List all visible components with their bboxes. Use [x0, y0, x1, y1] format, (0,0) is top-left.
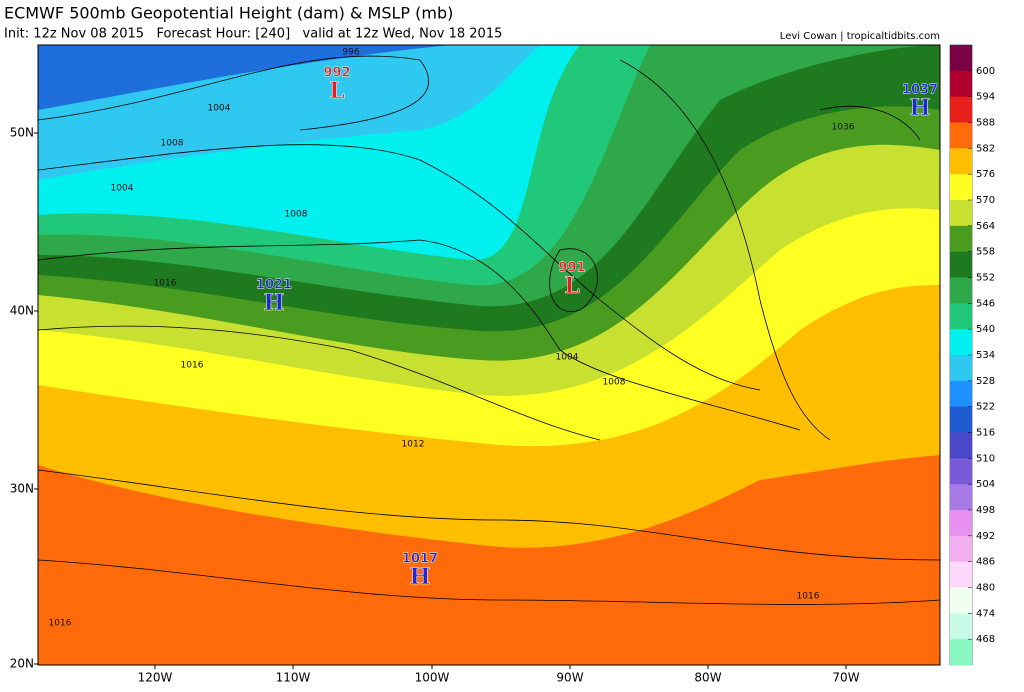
colorbar-label: 486	[976, 557, 995, 568]
colorbar-label: 546	[976, 298, 995, 309]
isobar-label: 1004	[556, 353, 579, 363]
lon-label: 100W	[415, 671, 450, 685]
center-letter: H	[264, 290, 285, 316]
lon-label: 110W	[276, 671, 311, 685]
map-frame	[37, 44, 941, 666]
center-value: 991	[558, 261, 585, 276]
colorbar-label: 582	[976, 143, 995, 154]
isobar-label: 1016	[181, 361, 204, 371]
colorbar-swatch	[950, 329, 972, 356]
isobar-label: 1016	[49, 619, 72, 629]
subtitle: Init: 12z Nov 08 2015 Forecast Hour: [24…	[4, 27, 502, 42]
isobar-label: 1016	[154, 279, 177, 289]
colorbar-label: 552	[976, 273, 995, 284]
credit: Levi Cowan | tropicaltidbits.com	[780, 31, 940, 42]
center-value: 992	[323, 66, 350, 81]
colorbar-label: 588	[976, 118, 995, 129]
lon-label: 120W	[138, 671, 173, 685]
isobar-label: 1004	[111, 184, 134, 194]
colorbar-label: 504	[976, 479, 995, 490]
lon-label: 70W	[832, 671, 859, 685]
colorbar-swatch	[950, 122, 972, 149]
lon-label: 90W	[556, 671, 583, 685]
colorbar-swatch	[950, 639, 972, 666]
colorbar-label: 564	[976, 221, 995, 232]
center-letter: H	[910, 95, 931, 121]
colorbar-swatch	[950, 251, 972, 278]
colorbar-swatch	[950, 200, 972, 227]
colorbar-swatch	[950, 458, 972, 485]
colorbar-label: 480	[976, 583, 995, 594]
map-field	[38, 45, 940, 665]
center-value: 1017	[402, 552, 438, 567]
colorbar-swatch	[950, 432, 972, 459]
center-letter: L	[329, 78, 344, 104]
colorbar-swatch	[950, 70, 972, 98]
colorbar-label: 540	[976, 324, 995, 335]
colorbar-swatch	[950, 561, 972, 588]
colorbar-swatch	[950, 174, 972, 201]
colorbar-swatch	[950, 355, 972, 382]
isobar-label: 1016	[797, 592, 820, 602]
colorbar-swatch	[950, 587, 972, 614]
colorbar-swatch	[950, 148, 972, 175]
isobar-label: 1008	[285, 210, 308, 220]
isobar-label: 1004	[208, 104, 231, 114]
colorbar-swatch	[950, 303, 972, 330]
colorbar-swatch	[950, 535, 972, 563]
isobar-label: 1008	[603, 378, 626, 388]
colorbar-label: 510	[976, 453, 995, 464]
colorbar-swatch	[950, 510, 972, 537]
center-letter: H	[410, 564, 431, 590]
title: ECMWF 500mb Geopotential Height (dam) & …	[4, 4, 453, 23]
colorbar-label: 534	[976, 350, 995, 361]
colorbar-label: 576	[976, 169, 995, 180]
colorbar-swatch	[950, 277, 972, 304]
band-582	[38, 455, 940, 665]
colorbar-label: 522	[976, 402, 995, 413]
center-value: 1021	[256, 278, 292, 293]
colorbar-swatch	[950, 613, 972, 640]
colorbar-label: 492	[976, 531, 995, 542]
isobar-label: 1036	[832, 123, 855, 133]
colorbar-label: 558	[976, 247, 995, 258]
isobar-label: 1012	[402, 440, 425, 450]
lat-label: 40N	[10, 304, 34, 318]
colorbar-label: 498	[976, 505, 995, 516]
colorbar-label: 528	[976, 376, 995, 387]
center-letter: L	[564, 273, 579, 299]
colorbar-swatch	[950, 45, 972, 72]
colorbar-label: 516	[976, 428, 995, 439]
lat-label: 20N	[10, 657, 34, 671]
isobars	[38, 55, 940, 605]
colorbar-label: 570	[976, 195, 995, 206]
colorbar-swatch	[950, 406, 972, 433]
isobar-label: 1008	[161, 139, 184, 149]
lat-label: 30N	[10, 482, 34, 496]
colorbar-swatch	[950, 225, 972, 253]
lat-label: 50N	[10, 126, 34, 140]
colorbar-swatch	[950, 484, 972, 511]
colorbar-swatch	[950, 380, 972, 408]
colorbar-label: 474	[976, 608, 995, 619]
isobar-label: 996	[342, 48, 359, 58]
colorbar-label: 600	[976, 66, 995, 77]
colorbar-swatch	[950, 96, 972, 123]
colorbar-label: 594	[976, 92, 995, 103]
lon-label: 80W	[694, 671, 721, 685]
colorbar-label: 468	[976, 634, 995, 645]
center-value: 1037	[902, 83, 938, 98]
